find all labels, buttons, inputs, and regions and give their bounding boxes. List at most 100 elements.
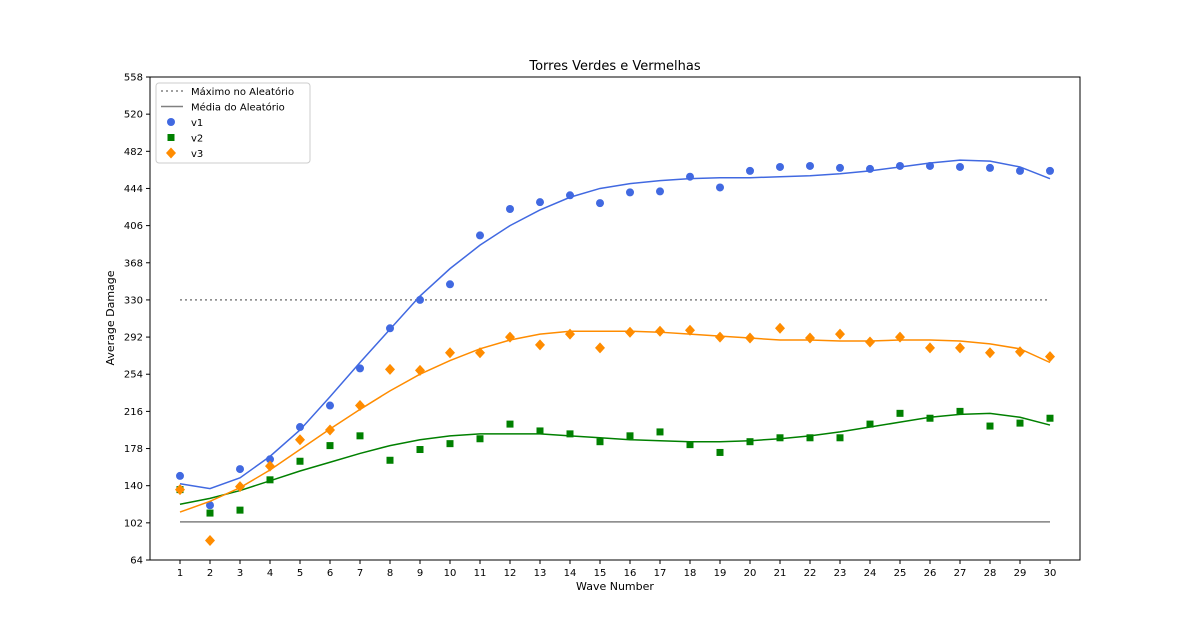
data-point-v3-20 <box>745 332 755 344</box>
data-point-v2-25 <box>896 409 904 417</box>
x-tick-label-3: 3 <box>237 568 243 579</box>
data-point-v3-30 <box>1045 351 1055 363</box>
x-tick-label-27: 27 <box>954 568 967 579</box>
legend-marker-v2 <box>167 134 175 141</box>
x-tick-label-5: 5 <box>297 568 303 579</box>
data-point-v1-25 <box>896 161 904 170</box>
x-tick-label-22: 22 <box>804 568 817 579</box>
y-tick-label-520: 520 <box>124 110 143 121</box>
data-point-v3-1 <box>175 484 185 496</box>
legend-marker-v1 <box>167 118 175 126</box>
data-point-v3-22 <box>805 332 815 344</box>
data-point-v2-13 <box>536 427 544 435</box>
data-point-v3-11 <box>475 347 485 359</box>
trend-line-v3 <box>179 330 1051 513</box>
data-point-v3-16 <box>625 326 635 338</box>
data-point-v3-19 <box>715 331 725 343</box>
data-point-v2-18 <box>686 441 694 449</box>
data-point-v1-24 <box>866 164 874 173</box>
legend-label-v3: v3 <box>191 149 203 160</box>
data-point-v1-10 <box>446 280 454 289</box>
data-point-v2-11 <box>476 435 484 443</box>
data-point-v1-26 <box>926 161 934 170</box>
data-point-v1-23 <box>836 163 844 172</box>
data-point-v2-16 <box>626 432 634 440</box>
data-point-v2-30 <box>1046 414 1054 422</box>
data-point-v3-17 <box>655 325 665 337</box>
x-tick-label-2: 2 <box>207 568 213 579</box>
y-tick-label-140: 140 <box>124 481 143 492</box>
x-tick-label-15: 15 <box>594 568 607 579</box>
x-tick-label-21: 21 <box>774 568 787 579</box>
data-point-v3-2 <box>205 534 215 546</box>
data-point-v1-19 <box>716 183 724 192</box>
data-point-v3-23 <box>835 328 845 340</box>
data-point-v1-1 <box>176 471 184 480</box>
data-point-v1-20 <box>746 166 754 175</box>
data-point-v1-28 <box>986 163 994 172</box>
data-point-v2-24 <box>866 420 874 428</box>
data-point-v1-18 <box>686 172 694 181</box>
x-tick-label-17: 17 <box>654 568 667 579</box>
data-point-v3-18 <box>685 324 695 336</box>
plot-frame <box>149 76 1081 561</box>
data-point-v2-17 <box>656 428 664 436</box>
legend-marker-v3 <box>166 147 176 159</box>
data-point-v1-30 <box>1046 166 1054 175</box>
x-tick-label-1: 1 <box>177 568 183 579</box>
data-point-v1-27 <box>956 162 964 171</box>
x-tick-label-14: 14 <box>564 568 577 579</box>
data-point-v1-9 <box>416 295 424 304</box>
data-point-v2-20 <box>746 438 754 446</box>
data-point-v1-29 <box>1016 166 1024 175</box>
trend-line-v1 <box>179 159 1051 490</box>
data-point-v3-3 <box>235 481 245 493</box>
y-tick-label-406: 406 <box>124 221 143 232</box>
data-point-v1-12 <box>506 204 514 213</box>
y-tick-label-178: 178 <box>124 444 143 455</box>
data-point-v2-4 <box>266 476 274 484</box>
data-point-v3-12 <box>505 331 515 343</box>
data-point-v2-10 <box>446 440 454 448</box>
data-point-v3-29 <box>1015 346 1025 358</box>
data-point-v2-3 <box>236 506 244 514</box>
legend-box <box>155 82 311 164</box>
x-tick-label-18: 18 <box>684 568 697 579</box>
x-tick-label-26: 26 <box>924 568 937 579</box>
y-tick-label-64: 64 <box>130 556 143 567</box>
data-point-v2-28 <box>986 422 994 430</box>
x-tick-label-8: 8 <box>387 568 393 579</box>
x-axis-label: Wave Number <box>576 580 654 593</box>
data-point-v3-6 <box>325 424 335 436</box>
x-tick-label-20: 20 <box>744 568 757 579</box>
plot-layer <box>175 159 1055 546</box>
data-point-v3-9 <box>415 364 425 376</box>
data-point-v2-12 <box>506 420 514 428</box>
data-point-v1-4 <box>266 455 274 464</box>
x-tick-label-7: 7 <box>357 568 363 579</box>
x-tick-label-30: 30 <box>1044 568 1057 579</box>
y-tick-label-216: 216 <box>124 407 143 418</box>
data-point-v2-7 <box>356 432 364 440</box>
data-point-v3-21 <box>775 322 785 334</box>
x-tick-label-19: 19 <box>714 568 727 579</box>
data-point-v3-13 <box>535 339 545 351</box>
data-point-v2-26 <box>926 414 934 422</box>
data-point-v3-10 <box>445 347 455 359</box>
x-tick-label-13: 13 <box>534 568 547 579</box>
data-point-v3-5 <box>295 434 305 446</box>
data-point-v2-15 <box>596 438 604 446</box>
data-point-v2-27 <box>956 407 964 415</box>
axes-layer: 1 2 3 4 5 6 7 8 9 10 11 12 13 14 15 16 17 18 19 20 21 22 23 24 2… <box>124 73 1081 579</box>
y-tick-label-482: 482 <box>124 147 143 158</box>
data-point-v2-8 <box>386 456 394 464</box>
data-point-v2-23 <box>836 434 844 442</box>
data-point-v2-9 <box>416 446 424 454</box>
x-tick-label-4: 4 <box>267 568 273 579</box>
x-tick-label-25: 25 <box>894 568 907 579</box>
data-point-v1-7 <box>356 364 364 373</box>
data-point-v2-21 <box>776 434 784 442</box>
data-point-v3-28 <box>985 347 995 359</box>
x-tick-label-12: 12 <box>504 568 517 579</box>
